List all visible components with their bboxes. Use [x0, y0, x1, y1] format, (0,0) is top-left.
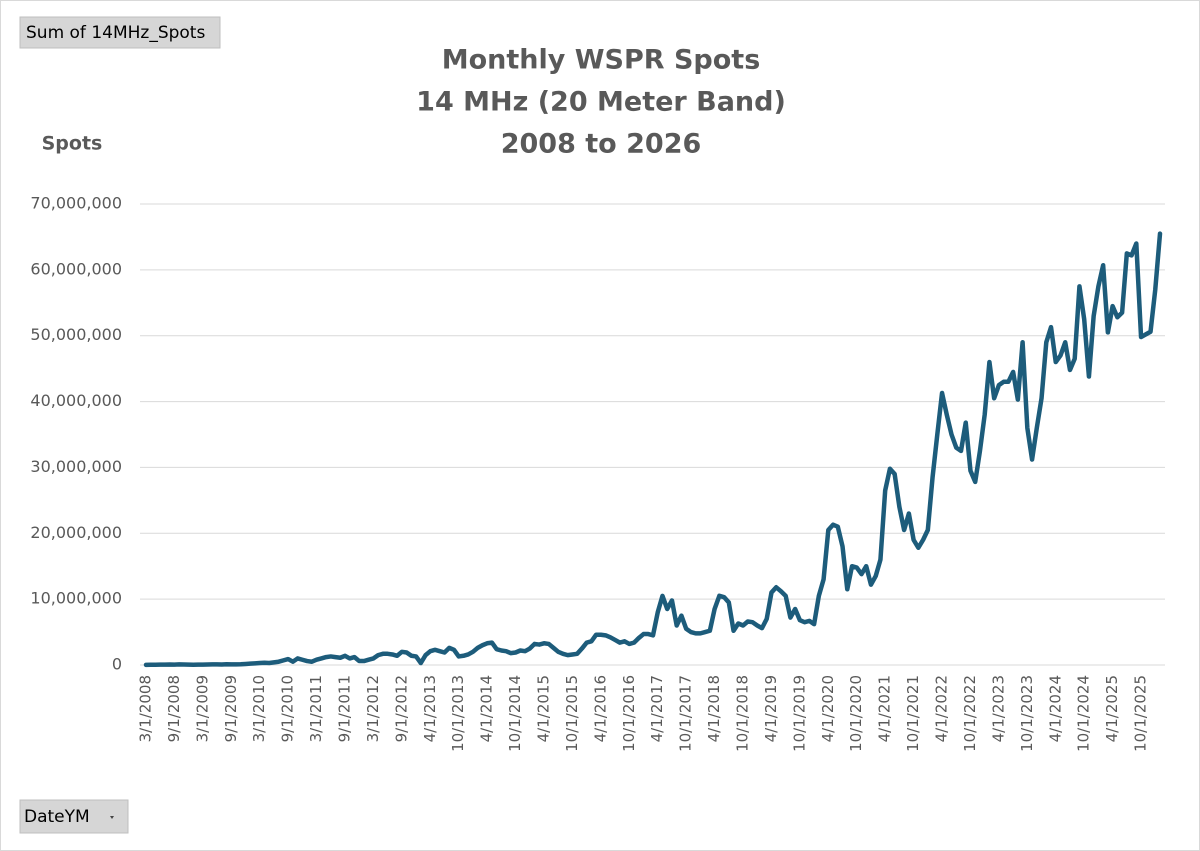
x-tick-label: 9/1/2011 [336, 675, 354, 742]
x-tick-label: 4/1/2023 [989, 675, 1007, 742]
x-tick-label: 10/1/2022 [961, 675, 979, 752]
y-tick-label: 70,000,000 [30, 194, 122, 213]
chart-title: Monthly WSPR Spots [442, 45, 761, 76]
x-tick-label: 9/1/2009 [222, 675, 240, 742]
x-tick-label: 10/1/2021 [904, 675, 922, 752]
x-tick-label: 10/1/2023 [1018, 675, 1036, 752]
data-line [143, 231, 1163, 668]
x-tick-label: 4/1/2017 [648, 675, 666, 742]
y-axis-label: Spots [42, 133, 103, 155]
y-tick-label: 30,000,000 [30, 457, 122, 476]
y-tick-label: 0 [112, 655, 122, 674]
button-label[interactable]: Sum of 14MHz_Spots [26, 23, 205, 43]
x-tick-label: 10/1/2020 [847, 675, 865, 752]
x-tick-label: 3/1/2009 [193, 675, 211, 742]
x-tick-label: 3/1/2012 [364, 675, 382, 742]
x-tick-label: 4/1/2024 [1046, 675, 1064, 742]
x-tick-label: 4/1/2021 [876, 675, 894, 742]
chart-title: 14 MHz (20 Meter Band) [416, 87, 786, 118]
x-tick-label: 10/1/2019 [790, 675, 808, 752]
axis-field-button[interactable]: DateYM [19, 799, 129, 834]
x-tick-label: 4/1/2016 [591, 675, 609, 742]
y-tick-label: 20,000,000 [30, 523, 122, 542]
x-tick-label: 9/1/2012 [392, 675, 410, 742]
x-tick-label: 3/1/2010 [250, 675, 268, 742]
x-tick-label: 4/1/2018 [705, 675, 723, 742]
x-tick-label: 4/1/2025 [1103, 675, 1121, 742]
x-tick-label: 10/1/2018 [734, 675, 752, 752]
button-label[interactable]: DateYM [24, 807, 90, 827]
x-tick-label: 4/1/2022 [933, 675, 951, 742]
x-tick-label: 10/1/2015 [563, 675, 581, 752]
x-tick-label: 9/1/2008 [165, 675, 183, 742]
x-tick-label: 3/1/2008 [137, 675, 155, 742]
x-tick-label: 10/1/2016 [620, 675, 638, 752]
y-tick-label: 40,000,000 [30, 391, 122, 410]
x-tick-label: 10/1/2024 [1075, 675, 1093, 752]
x-tick-label: 3/1/2011 [307, 675, 325, 742]
button-bg[interactable] [19, 799, 129, 834]
x-tick-label: 4/1/2014 [478, 675, 496, 742]
x-tick-label: 4/1/2020 [819, 675, 837, 742]
x-tick-label: 9/1/2010 [279, 675, 297, 742]
x-tick-label: 4/1/2013 [421, 675, 439, 742]
x-tick-label: 4/1/2019 [762, 675, 780, 742]
x-tick-label: 10/1/2014 [506, 675, 524, 752]
y-tick-label: 60,000,000 [30, 259, 122, 278]
x-tick-label: 10/1/2017 [677, 675, 695, 752]
values-field-button[interactable]: Sum of 14MHz_Spots [19, 16, 221, 49]
button-bg[interactable] [19, 16, 221, 49]
chart-title: 2008 to 2026 [501, 129, 702, 160]
x-tick-label: 10/1/2025 [1132, 675, 1150, 752]
y-tick-label: 50,000,000 [30, 325, 122, 344]
dropdown-arrow[interactable] [110, 816, 114, 819]
x-tick-label: 4/1/2015 [535, 675, 553, 742]
x-tick-label: 10/1/2013 [449, 675, 467, 752]
y-tick-label: 10,000,000 [30, 589, 122, 608]
